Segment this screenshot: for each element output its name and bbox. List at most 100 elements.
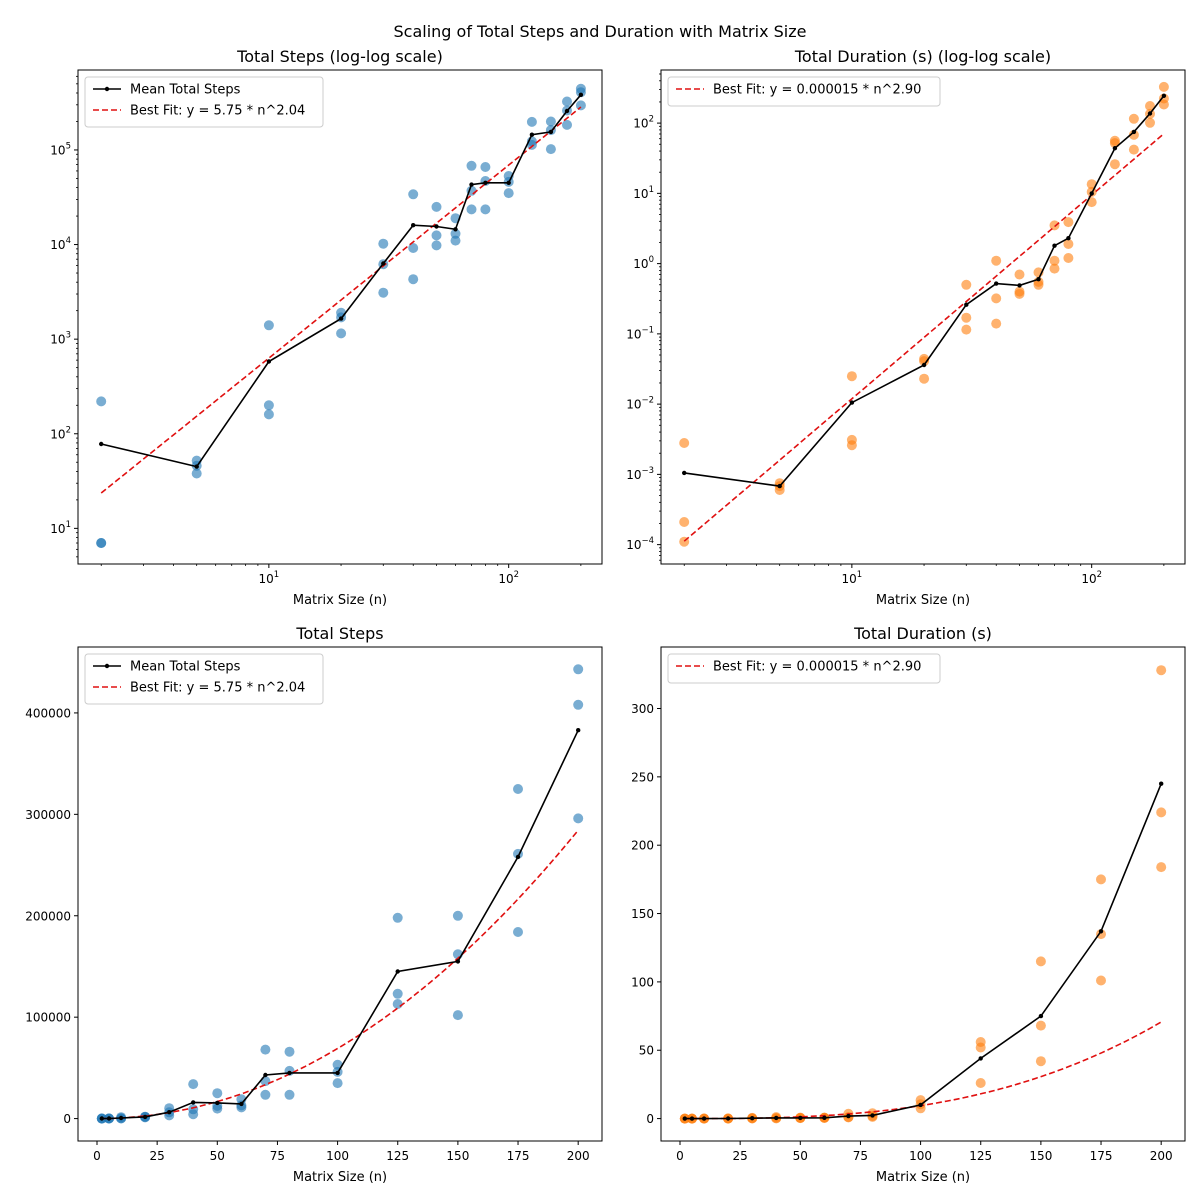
data-point	[480, 204, 491, 215]
data-point	[392, 988, 403, 999]
y-tick-label-base: 10	[626, 468, 641, 482]
x-tick-label-base: 50	[793, 1149, 808, 1163]
mean-marker	[529, 132, 535, 137]
x-tick-label-exponent: 2	[514, 570, 519, 580]
y-tick-label: 101	[633, 185, 654, 201]
mean-marker	[682, 1116, 687, 1121]
mean-marker	[335, 1070, 340, 1076]
x-tick-label-base: 50	[210, 1149, 225, 1163]
data-point	[975, 1078, 986, 1088]
fit-line	[684, 1021, 1162, 1120]
data-point	[466, 160, 477, 171]
axes-frame	[660, 69, 1186, 565]
data-point	[431, 240, 442, 251]
x-tick-label: 175	[1090, 1149, 1113, 1163]
x-axis-label: Matrix Size (n)	[293, 1170, 387, 1185]
chart-title: Total Duration (s) (log-log scale)	[794, 47, 1051, 66]
x-tick-label-base: 125	[969, 1149, 992, 1163]
x-axis-label: Matrix Size (n)	[293, 593, 387, 608]
legend-box	[84, 76, 324, 128]
mean-marker	[978, 1056, 983, 1061]
y-tick-label-base: 0	[646, 1112, 654, 1126]
y-tick-label-base: 150	[631, 907, 654, 921]
y-tick-label-exponent: 4	[66, 236, 71, 246]
x-tick-label: 125	[969, 1149, 992, 1163]
x-tick-label-base: 10	[842, 572, 857, 586]
data-point	[975, 1042, 986, 1053]
y-tick-label-exponent: 5	[66, 141, 71, 151]
data-point	[1014, 288, 1025, 299]
legend-mean-marker	[104, 663, 110, 669]
legend-box	[667, 76, 941, 107]
x-tick-label-base: 75	[270, 1149, 285, 1163]
y-tick-label-base: 200000	[25, 909, 71, 923]
x-tick-label-base: 0	[676, 1149, 684, 1163]
mean-marker	[455, 959, 461, 964]
y-tick-label: 10−3	[626, 466, 654, 482]
mean-marker	[483, 180, 488, 185]
data-point	[452, 910, 463, 921]
data-point	[284, 1089, 295, 1100]
data-point	[1158, 81, 1169, 92]
legend: Best Fit: y = 0.000015 * n^2.90	[667, 653, 941, 684]
data-point	[212, 1103, 223, 1114]
y-tick-label-exponent: −3	[641, 466, 654, 476]
mean-marker	[1159, 781, 1164, 786]
data-point	[260, 1044, 271, 1055]
data-point	[408, 274, 419, 285]
x-tick-label: 150	[1029, 1149, 1052, 1163]
x-tick-label-base: 175	[1090, 1149, 1113, 1163]
legend-mean-marker	[104, 86, 110, 92]
mean-marker	[381, 261, 386, 266]
legend-box	[667, 653, 941, 684]
mean-marker	[682, 470, 687, 476]
mean-marker	[194, 464, 199, 469]
chart-title: Total Steps (log-log scale)	[236, 47, 443, 66]
x-tick-label-base: 10	[259, 572, 274, 586]
y-tick-label-exponent: 3	[66, 331, 71, 341]
data-point	[466, 204, 477, 215]
plot-area	[96, 83, 586, 548]
mean-marker	[701, 1116, 707, 1121]
data-point	[573, 699, 584, 710]
mean-marker	[548, 129, 554, 135]
data-point	[191, 468, 202, 479]
data-point	[1033, 279, 1044, 290]
x-axis-label: Matrix Size (n)	[876, 593, 970, 608]
y-tick-label: 200000	[25, 909, 71, 923]
mean-marker	[1038, 1013, 1044, 1019]
mean-marker	[266, 359, 272, 364]
y-tick-label-base: 10	[633, 187, 648, 201]
x-tick-label: 100	[909, 1149, 932, 1163]
mean-marker	[434, 224, 439, 229]
x-tick-label-base: 200	[567, 1149, 590, 1163]
mean-marker	[1017, 283, 1022, 288]
x-tick-label: 25	[150, 1149, 165, 1163]
mean-marker	[870, 1113, 875, 1118]
data-point	[431, 230, 442, 241]
y-tick-label-base: 10	[50, 522, 65, 536]
y-tick-label: 100	[631, 975, 654, 989]
data-point	[1156, 862, 1167, 873]
mean-marker	[338, 316, 344, 321]
data-point	[1035, 1056, 1046, 1067]
data-point	[450, 235, 461, 246]
mean-marker	[798, 1115, 803, 1121]
data-point	[1063, 239, 1074, 249]
data-point	[919, 373, 930, 384]
data-point	[188, 1109, 199, 1120]
data-point	[260, 1089, 271, 1100]
mean-marker	[506, 180, 511, 185]
x-tick-label: 125	[386, 1149, 409, 1163]
y-tick-label: 10−2	[626, 396, 654, 412]
mean-marker	[689, 1116, 695, 1121]
x-tick-label-base: 150	[1029, 1149, 1052, 1163]
mean-marker	[777, 483, 782, 489]
data-point	[526, 139, 537, 150]
data-point	[96, 538, 107, 548]
legend-label: Best Fit: y = 5.75 * n^2.04	[130, 681, 305, 696]
data-point	[332, 1078, 343, 1089]
y-tick-label: 250	[631, 770, 654, 784]
y-tick-label-exponent: −1	[641, 325, 654, 335]
y-tick-label: 102	[633, 115, 654, 131]
